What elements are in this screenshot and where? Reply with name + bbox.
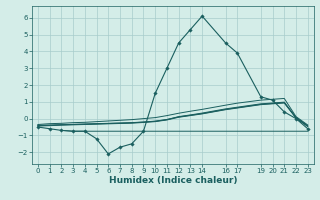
X-axis label: Humidex (Indice chaleur): Humidex (Indice chaleur): [108, 176, 237, 185]
